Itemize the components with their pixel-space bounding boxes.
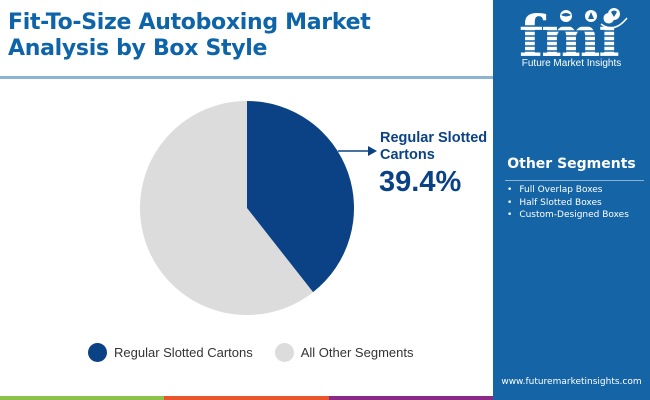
chart-legend: Regular Slotted Cartons All Other Segmen… bbox=[88, 343, 435, 362]
bottom-color-strip bbox=[0, 396, 493, 400]
pie-slice-regular-slotted-cartons bbox=[247, 101, 354, 293]
title-divider bbox=[0, 76, 493, 79]
page-title: Fit-To-Size Autoboxing Market Analysis b… bbox=[8, 10, 371, 62]
callout-arrow-head bbox=[368, 146, 377, 156]
fmi-logo-icon: fmi bbox=[515, 4, 631, 70]
title-line-2: Analysis by Box Style bbox=[8, 36, 268, 61]
callout-label: Regular Slotted Cartons bbox=[380, 130, 487, 164]
legend-label: Regular Slotted Cartons bbox=[114, 345, 253, 360]
legend-swatch bbox=[88, 343, 107, 362]
brand-panel: fmi Future Market Insights Other Segment… bbox=[493, 0, 650, 400]
other-segment-item: Half Slotted Boxes bbox=[507, 197, 629, 210]
other-segment-item: Full Overlap Boxes bbox=[507, 184, 629, 197]
title-line-1: Fit-To-Size Autoboxing Market bbox=[8, 10, 371, 35]
strip-purple bbox=[328, 396, 493, 400]
legend-item-regular-slotted-cartons: Regular Slotted Cartons bbox=[88, 343, 253, 362]
other-segments-list: Full Overlap Boxes Half Slotted Boxes Cu… bbox=[507, 184, 629, 222]
strip-green bbox=[0, 396, 165, 400]
callout-label-line-2: Cartons bbox=[380, 147, 435, 163]
callout-value: 39.4% bbox=[379, 166, 462, 198]
pie-chart bbox=[140, 101, 377, 315]
legend-label: All Other Segments bbox=[300, 345, 414, 360]
legend-item-all-other-segments: All Other Segments bbox=[274, 343, 414, 362]
website-link[interactable]: www.futuremarketinsights.com bbox=[501, 377, 642, 387]
callout-label-line-1: Regular Slotted bbox=[380, 130, 488, 146]
other-segments-title: Other Segments bbox=[507, 156, 636, 172]
other-segments-divider bbox=[505, 180, 644, 181]
logo-subtitle: Future Market Insights bbox=[521, 58, 622, 69]
strip-orange bbox=[164, 396, 329, 400]
other-segment-item: Custom-Designed Boxes bbox=[507, 209, 629, 222]
legend-swatch bbox=[274, 343, 294, 362]
